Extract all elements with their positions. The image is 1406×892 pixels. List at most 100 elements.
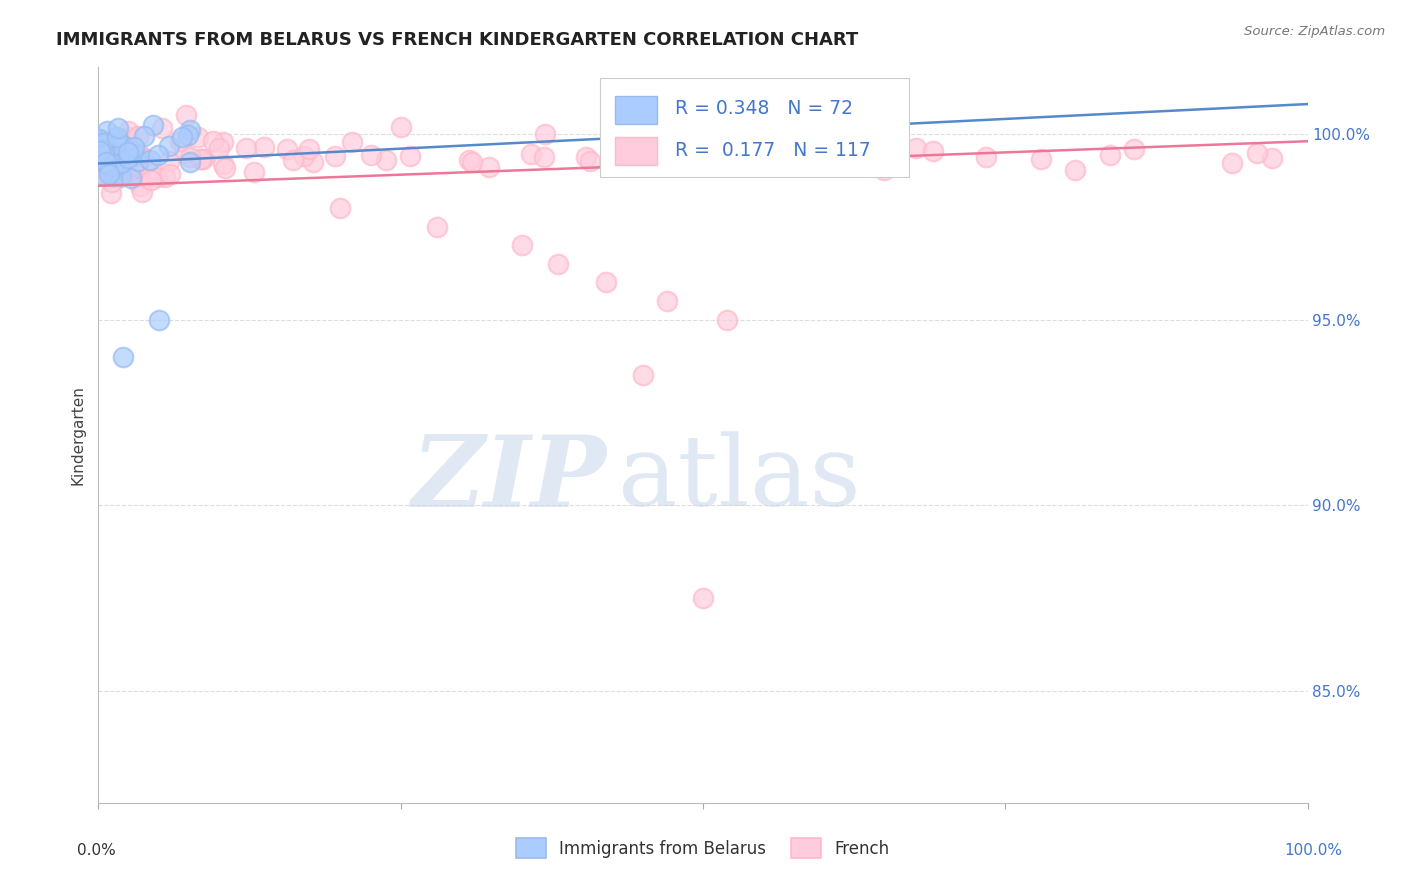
Text: R = 0.348   N = 72: R = 0.348 N = 72 <box>675 99 853 119</box>
Point <box>281 153 304 168</box>
Point <box>724 134 747 148</box>
Point <box>142 118 165 132</box>
Point <box>125 145 148 159</box>
Point <box>87 132 110 146</box>
Point <box>105 132 128 146</box>
Point <box>243 164 266 178</box>
Point <box>1099 148 1122 162</box>
Point <box>96 136 118 150</box>
Point <box>179 123 201 137</box>
Point <box>716 312 738 326</box>
Point <box>276 142 298 156</box>
Point <box>91 137 114 152</box>
Point <box>89 144 111 158</box>
Point <box>91 136 114 151</box>
Point <box>702 149 724 163</box>
Text: 100.0%: 100.0% <box>1285 843 1343 858</box>
Point <box>96 166 118 180</box>
Point <box>89 160 111 174</box>
Point <box>172 130 194 145</box>
Point <box>107 145 129 159</box>
Point <box>211 157 233 171</box>
Point <box>127 147 149 161</box>
Point <box>150 120 173 135</box>
Point <box>107 121 129 136</box>
Point <box>90 150 112 164</box>
Point <box>96 157 118 171</box>
Legend: Immigrants from Belarus, French: Immigrants from Belarus, French <box>509 832 897 864</box>
Point <box>108 152 131 166</box>
Point <box>190 153 212 167</box>
Point <box>1260 151 1282 165</box>
Point <box>89 158 111 172</box>
Point <box>159 167 181 181</box>
Point <box>173 146 195 161</box>
Point <box>110 169 132 184</box>
Point <box>94 153 117 168</box>
Point <box>478 160 501 174</box>
Point <box>520 147 543 161</box>
Point <box>510 238 533 252</box>
Point <box>91 168 114 182</box>
Text: ZIP: ZIP <box>412 431 606 527</box>
Point <box>96 157 118 171</box>
Point <box>905 141 928 155</box>
Point <box>692 591 714 606</box>
Point <box>91 167 114 181</box>
Point <box>91 146 114 161</box>
Point <box>117 130 139 145</box>
Point <box>202 134 225 148</box>
FancyBboxPatch shape <box>600 78 908 178</box>
Point <box>101 145 124 160</box>
Point <box>93 142 115 156</box>
Point <box>93 147 115 161</box>
Point <box>375 153 398 168</box>
Point <box>208 141 231 155</box>
Point <box>146 148 169 162</box>
Point <box>100 175 122 189</box>
Point <box>98 142 121 156</box>
Point <box>122 140 145 154</box>
Point <box>157 153 180 168</box>
Point <box>107 135 129 149</box>
Point <box>595 276 617 290</box>
Point <box>146 169 169 184</box>
Point <box>89 146 111 161</box>
Point <box>93 156 115 170</box>
Point <box>813 125 835 139</box>
Point <box>93 144 115 158</box>
Point <box>90 133 112 147</box>
Point <box>329 201 352 215</box>
Point <box>1122 142 1144 156</box>
Point <box>148 312 170 326</box>
Point <box>89 144 111 158</box>
Point <box>107 147 129 161</box>
Text: IMMIGRANTS FROM BELARUS VS FRENCH KINDERGARTEN CORRELATION CHART: IMMIGRANTS FROM BELARUS VS FRENCH KINDER… <box>56 31 859 49</box>
Point <box>96 124 118 138</box>
FancyBboxPatch shape <box>614 95 657 124</box>
Point <box>214 161 236 175</box>
Point <box>90 139 112 153</box>
Point <box>100 138 122 153</box>
Point <box>643 159 665 173</box>
Point <box>107 170 129 185</box>
Text: atlas: atlas <box>619 431 860 527</box>
Point <box>157 139 180 153</box>
Point <box>655 293 678 308</box>
Point <box>93 146 115 161</box>
Point <box>96 155 118 169</box>
Point <box>297 142 319 156</box>
Point <box>127 129 149 144</box>
Point <box>105 170 128 185</box>
Point <box>190 152 212 166</box>
Point <box>139 153 162 168</box>
Point <box>187 129 209 144</box>
Point <box>631 368 654 383</box>
Point <box>360 147 382 161</box>
Point <box>127 158 149 172</box>
Point <box>1029 153 1052 167</box>
Point <box>105 137 128 152</box>
Text: 0.0%: 0.0% <box>77 843 117 858</box>
Point <box>112 139 135 153</box>
Point <box>579 154 602 169</box>
